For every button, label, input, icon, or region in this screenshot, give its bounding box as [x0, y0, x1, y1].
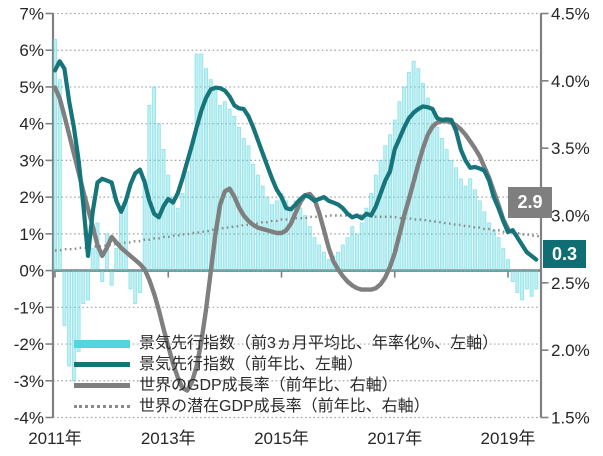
legend-swatch-dotted-line-icon — [74, 405, 130, 408]
svg-text:1%: 1% — [19, 225, 44, 244]
legend-label-leading-index-yoy: 景気先行指数（前年比、左軸） — [139, 356, 364, 373]
svg-text:-4%: -4% — [14, 409, 44, 428]
svg-text:4.0%: 4.0% — [551, 72, 590, 91]
svg-text:0%: 0% — [19, 262, 44, 281]
legend: 景気先行指数（前3ヵ月平均比、年率化%、左軸） 景気先行指数（前年比、左軸） 世… — [74, 333, 498, 417]
legend-swatch-bar-icon — [74, 339, 130, 348]
svg-text:1.5%: 1.5% — [551, 409, 590, 428]
svg-text:4.5%: 4.5% — [551, 5, 590, 24]
svg-text:2017年: 2017年 — [367, 429, 422, 448]
svg-text:5%: 5% — [19, 78, 44, 97]
svg-text:-2%: -2% — [14, 335, 44, 354]
svg-text:2013年: 2013年 — [141, 429, 196, 448]
svg-text:3.5%: 3.5% — [551, 139, 590, 158]
legend-swatch-teal-line-icon — [74, 362, 130, 367]
svg-text:2.0%: 2.0% — [551, 341, 590, 360]
svg-text:4%: 4% — [19, 115, 44, 134]
svg-text:2.5%: 2.5% — [551, 274, 590, 293]
legend-label-potential-gdp: 世界の潜在GDP成長率（前年比、右軸） — [139, 398, 430, 415]
legend-row-leading-index-3m: 景気先行指数（前3ヵ月平均比、年率化%、左軸） — [74, 333, 498, 354]
leading-index-end-value-badge: 0.3 — [543, 240, 586, 268]
svg-text:7%: 7% — [19, 5, 44, 24]
legend-swatch-gray-line-icon — [74, 383, 130, 388]
svg-text:2%: 2% — [19, 188, 44, 207]
svg-text:-3%: -3% — [14, 372, 44, 391]
svg-text:2019年: 2019年 — [481, 429, 536, 448]
legend-label-world-gdp: 世界のGDP成長率（前年比、右軸） — [139, 377, 398, 394]
legend-label-leading-index-3m: 景気先行指数（前3ヵ月平均比、年率化%、左軸） — [139, 335, 499, 352]
svg-text:2011年: 2011年 — [28, 429, 82, 448]
svg-text:6%: 6% — [19, 41, 44, 60]
legend-row-leading-index-yoy: 景気先行指数（前年比、左軸） — [74, 354, 498, 375]
legend-row-world-gdp: 世界のGDP成長率（前年比、右軸） — [74, 375, 498, 396]
legend-row-potential-gdp: 世界の潜在GDP成長率（前年比、右軸） — [74, 396, 498, 417]
svg-text:2015年: 2015年 — [254, 429, 309, 448]
svg-text:-1%: -1% — [14, 298, 44, 317]
gdp-growth-end-value-badge: 2.9 — [508, 187, 552, 218]
svg-text:3.0%: 3.0% — [551, 207, 590, 226]
svg-text:3%: 3% — [19, 151, 44, 170]
